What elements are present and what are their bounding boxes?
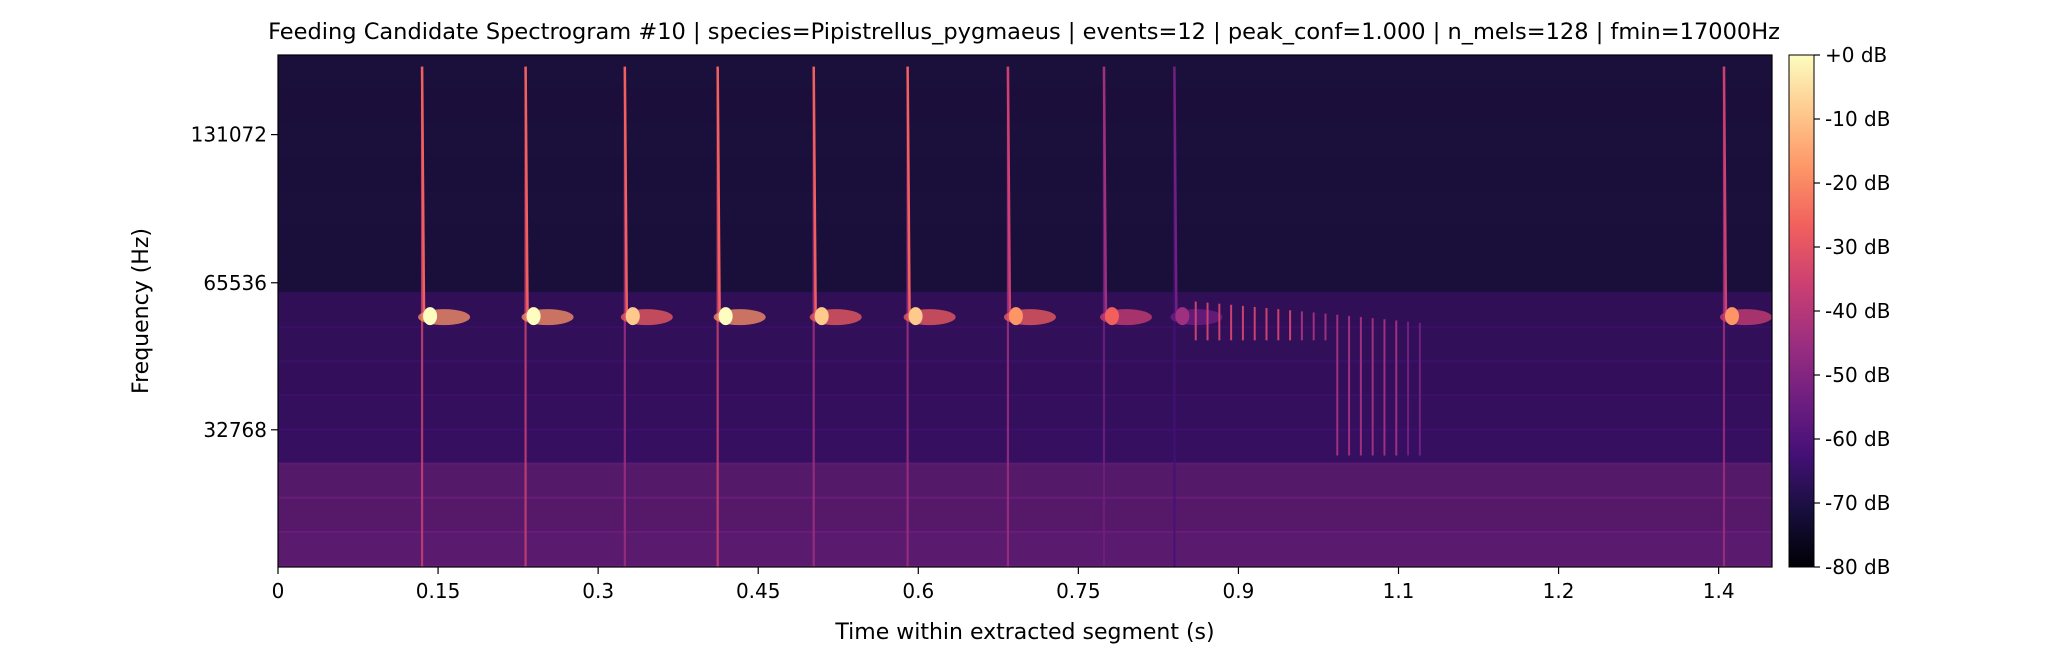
colorbar: +0 dB -10 dB -20 dB -30 dB -40 dB -50 dB -60 d… — [1788, 43, 1890, 579]
colorbar-tick-label: -10 dB — [1825, 107, 1890, 131]
x-tick-label: 1.1 — [1383, 579, 1415, 603]
colorbar-tick-label: +0 dB — [1825, 43, 1887, 67]
call-knee-peak — [908, 307, 923, 326]
x-tick-label: 0 — [272, 579, 285, 603]
y-tick-label: 131072 — [191, 123, 267, 147]
call-sweep-core — [420, 66, 426, 321]
call-knee-peak — [1008, 307, 1023, 326]
noise-band — [278, 462, 1772, 499]
call-knee-peak — [1175, 307, 1190, 326]
chart-title: Feeding Candidate Spectrogram #10 | spec… — [268, 19, 1780, 45]
call-knee-peak — [718, 307, 733, 326]
noise-band — [278, 87, 1772, 124]
colorbar-tick-label: -20 dB — [1825, 171, 1890, 195]
colorbar-tick-label: -50 dB — [1825, 363, 1890, 387]
call-sweep-core — [623, 66, 629, 321]
plot-frame — [277, 54, 1773, 568]
call-knee-peak — [814, 307, 829, 326]
noise-band — [278, 565, 1772, 567]
noise-band — [278, 155, 1772, 192]
x-tick-label: 0.15 — [416, 579, 461, 603]
x-tick-label: 0.75 — [1056, 579, 1101, 603]
noise-band — [278, 530, 1772, 567]
x-tick-label: 0.45 — [736, 579, 781, 603]
colorbar-tick-label: -80 dB — [1825, 555, 1890, 579]
colorbar-tick-label: -40 dB — [1825, 299, 1890, 323]
colorbar-tick-label: -60 dB — [1825, 427, 1890, 451]
call-sweep-core — [716, 66, 721, 321]
noise-band — [278, 189, 1772, 226]
x-tick-label: 1.2 — [1543, 579, 1575, 603]
noise-band — [278, 121, 1772, 158]
call-knee-peak — [423, 307, 438, 326]
call-sweep-core — [1722, 66, 1728, 321]
x-tick-label: 0.9 — [1223, 579, 1255, 603]
noise-band — [278, 326, 1772, 363]
call-knee-peak — [526, 307, 541, 326]
noise-band — [278, 55, 1772, 89]
x-axis-label: Time within extracted segment (s) — [834, 620, 1214, 645]
colorbar-tick-label: -70 dB — [1825, 491, 1890, 515]
y-axis: 131072 65536 32768 — [191, 123, 278, 442]
call-sweep-core — [906, 66, 911, 321]
call-sweep-core — [812, 66, 817, 321]
y-axis-label: Frequency (Hz) — [129, 228, 154, 394]
y-tick-label: 65536 — [203, 271, 267, 295]
noise-band — [278, 257, 1772, 294]
noise-band — [278, 496, 1772, 533]
x-tick-label: 1.4 — [1703, 579, 1735, 603]
noise-band — [278, 223, 1772, 260]
y-tick-label: 32768 — [203, 418, 267, 442]
noise-band — [278, 428, 1772, 465]
colorbar-gradient — [1788, 54, 1815, 568]
x-tick-label: 0.3 — [582, 579, 614, 603]
call-sweep-core — [1102, 66, 1108, 321]
call-knee-peak — [625, 307, 640, 326]
noise-band — [278, 394, 1772, 431]
call-sweep-core — [1173, 66, 1178, 321]
noise-band — [278, 360, 1772, 397]
call-sweep-core — [524, 66, 529, 321]
call-knee-peak — [1724, 307, 1739, 326]
call-sweep-core — [1006, 66, 1012, 321]
plot-area — [277, 54, 1773, 568]
colorbar-tick-label: -30 dB — [1825, 235, 1890, 259]
x-axis: 0 0.15 0.3 0.45 0.6 0.75 0.9 1.1 1.2 1.4 — [272, 567, 1735, 603]
x-tick-label: 0.6 — [902, 579, 934, 603]
call-knee-peak — [1104, 307, 1119, 326]
